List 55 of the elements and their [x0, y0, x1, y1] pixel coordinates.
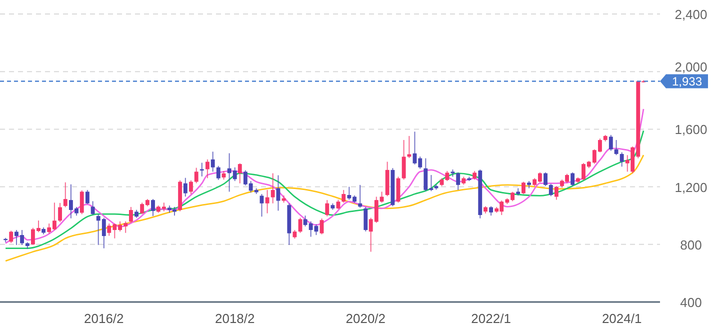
candlestick [336, 199, 340, 210]
y-tick-label: 1,600 [674, 122, 708, 138]
line-series [4, 154, 644, 262]
candlestick [608, 134, 613, 152]
candlestick [489, 206, 494, 216]
candlestick [85, 189, 90, 205]
candlestick [402, 140, 406, 180]
candlestick [456, 172, 460, 190]
candlestick [260, 194, 264, 218]
candlestick [194, 167, 198, 184]
candlestick [210, 151, 215, 172]
candlestick [90, 200, 95, 216]
candlestick [205, 158, 210, 179]
line-series [4, 130, 644, 249]
candlestick [63, 182, 68, 208]
x-tick-label: 2018/2 [214, 311, 255, 326]
candlestick [320, 218, 324, 235]
ref-line-label: 1,933 [672, 74, 702, 89]
candlestick [325, 200, 330, 217]
candlestick [151, 198, 155, 217]
line-series [4, 108, 644, 244]
y-tick-label: 400 [680, 295, 702, 310]
candlestick [200, 162, 204, 177]
candlestick [522, 181, 526, 194]
y-tick-label: 800 [680, 237, 702, 252]
x-tick-label: 2024/1 [602, 311, 642, 326]
candlestick [570, 172, 575, 187]
x-tick-label: 2016/2 [84, 311, 124, 326]
y-tick-label: 2,400 [674, 7, 708, 22]
y-tick-label: 2,000 [674, 60, 708, 75]
candlestick [129, 206, 133, 224]
y-tick-label: 1,200 [674, 180, 708, 195]
candlestick [80, 190, 84, 215]
candlestick [358, 184, 362, 208]
candlestick [270, 172, 275, 204]
candlestick [265, 189, 270, 214]
candlestick [548, 183, 553, 197]
candlestick [9, 230, 14, 244]
candlestick [298, 217, 302, 234]
x-tick-label: 2020/2 [346, 311, 386, 326]
candlestick [189, 180, 193, 194]
candlestick [544, 172, 548, 187]
candlestick [364, 206, 368, 232]
candlestick [429, 174, 434, 192]
candlestick [554, 186, 558, 200]
candlestick [303, 215, 308, 227]
candlestick [58, 202, 62, 223]
candlestick [276, 174, 280, 212]
candlestick [620, 152, 624, 168]
candlestick [238, 162, 242, 184]
candlestick [216, 165, 220, 180]
x-tick-label: 2022/1 [471, 311, 511, 326]
candlestick [342, 189, 346, 204]
candlestick [183, 177, 188, 198]
candlestick [424, 158, 428, 192]
